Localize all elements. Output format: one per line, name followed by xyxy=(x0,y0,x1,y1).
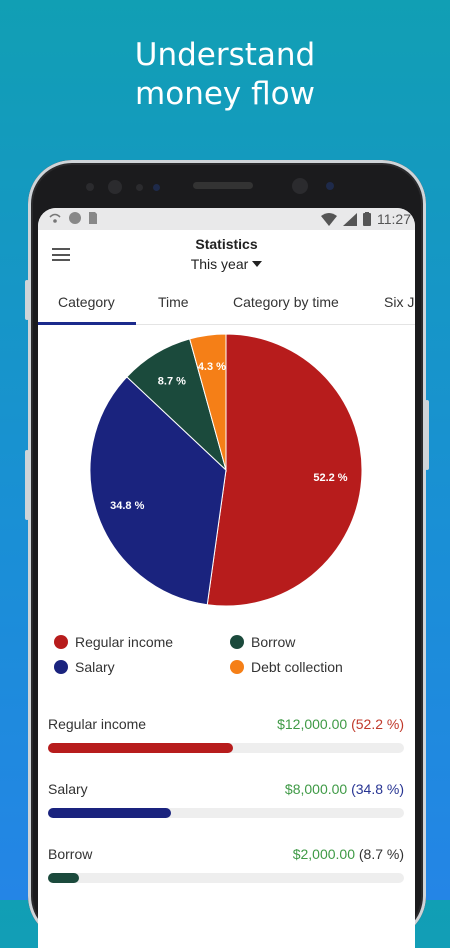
page-title: Statistics xyxy=(195,236,258,252)
progress-fill xyxy=(48,873,79,883)
headline: Understand money flow xyxy=(0,36,450,114)
iris-camera-icon xyxy=(292,178,308,194)
headline-line-2: money flow xyxy=(135,76,315,112)
category-value: $2,000.00 (8.7 %) xyxy=(293,846,404,862)
pie-slice-label: 52.2 % xyxy=(313,472,347,484)
sensor-icon xyxy=(153,184,160,191)
pie-chart[interactable]: 52.2 % 34.8 % 8.7 % 4.3 % xyxy=(38,325,415,615)
power-button xyxy=(425,400,429,470)
progress-track xyxy=(48,743,404,753)
legend-item[interactable]: Regular income xyxy=(54,634,173,650)
battery-icon xyxy=(363,212,371,226)
legend-item[interactable]: Debt collection xyxy=(230,659,343,675)
menu-icon[interactable] xyxy=(52,248,70,261)
app-bar: Statistics This year xyxy=(38,230,415,280)
legend-label: Regular income xyxy=(75,634,174,650)
status-bar: 11:27 xyxy=(38,208,415,230)
category-value: $12,000.00 (52.2 %) xyxy=(277,716,404,732)
category-amount: $8,000.00 xyxy=(284,781,352,797)
period-selector[interactable]: This year xyxy=(38,256,415,272)
pie-slice-label: 34.8 % xyxy=(110,500,144,512)
legend-label: Borrow xyxy=(251,634,296,650)
tab-time[interactable]: Time xyxy=(158,294,189,310)
status-time: 11:27 xyxy=(377,211,411,227)
iris-sensor-icon xyxy=(326,182,334,190)
dropdown-arrow-icon xyxy=(252,261,263,267)
period-label: This year xyxy=(190,256,249,272)
wifi-calling-icon xyxy=(49,213,61,223)
tab-six[interactable]: Six J xyxy=(384,294,415,310)
tab-category[interactable]: Category xyxy=(58,294,115,310)
app-screen: 11:27 Statistics This year Category Time… xyxy=(38,208,415,948)
category-name: Regular income xyxy=(48,716,147,732)
legend-label: Debt collection xyxy=(251,659,343,675)
legend-color-dot xyxy=(230,660,244,674)
bixby-button xyxy=(25,450,29,520)
tab-bar: Category Time Category by time Six J xyxy=(38,280,415,325)
headline-line-1: Understand xyxy=(134,37,316,73)
category-percent: (8.7 %) xyxy=(358,846,404,862)
pie-slice-regular-income[interactable] xyxy=(206,333,363,607)
sync-icon xyxy=(69,212,81,224)
wifi-icon xyxy=(321,212,337,226)
progress-track xyxy=(48,873,404,883)
progress-fill xyxy=(48,743,234,753)
legend-color-dot xyxy=(230,635,244,649)
progress-track xyxy=(48,808,404,818)
tab-category-by-time[interactable]: Category by time xyxy=(233,294,339,310)
legend-item[interactable]: Salary xyxy=(54,659,115,675)
legend-item[interactable]: Borrow xyxy=(230,634,295,650)
category-percent: (52.2 %) xyxy=(351,716,404,732)
category-amount: $12,000.00 xyxy=(277,716,352,732)
pie-slice-salary[interactable] xyxy=(89,376,227,606)
active-tab-indicator xyxy=(38,322,136,325)
progress-fill xyxy=(48,808,171,818)
category-value: $8,000.00 (34.8 %) xyxy=(285,781,404,797)
volume-button xyxy=(25,280,29,320)
category-amount: $2,000.00 xyxy=(292,846,359,862)
category-name: Borrow xyxy=(48,846,93,862)
category-percent: (34.8 %) xyxy=(351,781,404,797)
legend-color-dot xyxy=(54,660,68,674)
sim-card-icon xyxy=(89,212,97,224)
sensor-icon xyxy=(86,183,94,191)
category-name: Salary xyxy=(48,781,88,797)
earpiece-speaker xyxy=(193,182,253,189)
pie-slice-label: 4.3 % xyxy=(198,361,226,373)
phone-frame: 11:27 Statistics This year Category Time… xyxy=(25,160,429,948)
legend-label: Salary xyxy=(75,659,115,675)
signal-icon xyxy=(343,212,357,226)
legend-color-dot xyxy=(54,635,68,649)
front-camera-icon xyxy=(108,180,122,194)
sensor-icon xyxy=(136,184,143,191)
pie-slice-label: 8.7 % xyxy=(158,375,186,387)
pie-slice-debt-collection[interactable] xyxy=(189,333,227,471)
